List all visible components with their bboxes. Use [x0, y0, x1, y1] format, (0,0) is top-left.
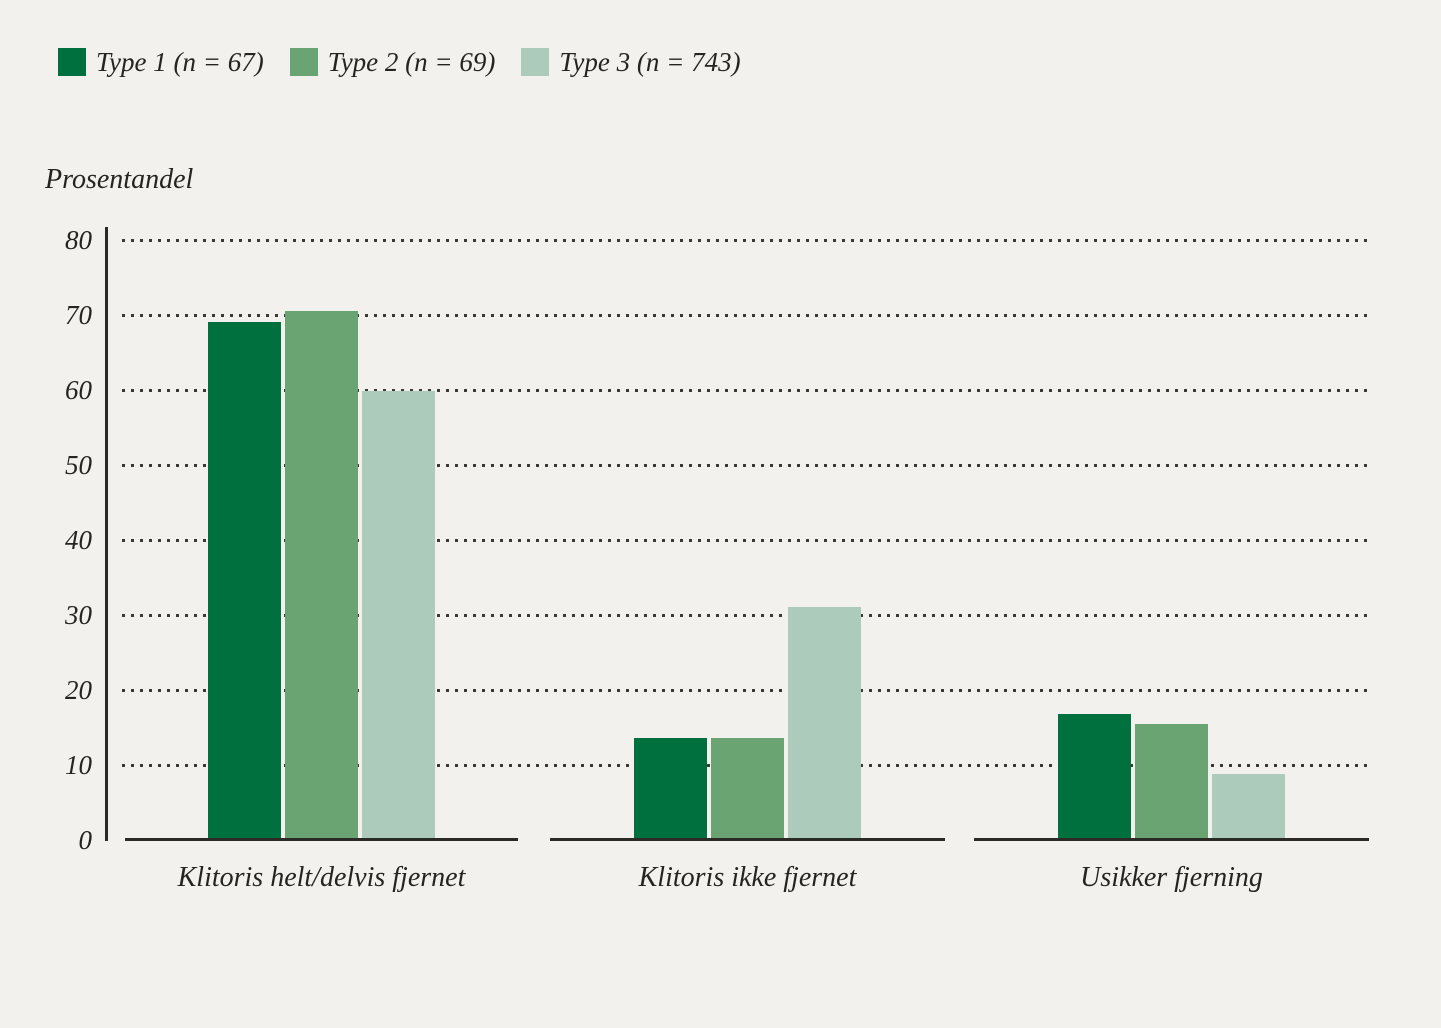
category-label-1: Klitoris helt/delvis fjernet: [177, 862, 466, 893]
x-axis-baseline-group-2: [550, 838, 945, 841]
legend-item-type-3: Type 3 (n = 743): [521, 46, 741, 78]
y-tick-label: 30: [65, 600, 92, 630]
bar-type-1-group-1: [208, 322, 281, 840]
gridline-80: [122, 239, 1372, 242]
y-axis-title: Prosentandel: [45, 164, 194, 195]
y-tick-label: 20: [65, 675, 92, 705]
x-axis-baseline-group-3: [974, 838, 1369, 841]
bar-type-3-group-1: [362, 391, 435, 840]
legend-item-label: Type 3 (n = 743): [559, 46, 741, 77]
legend-swatch-icon: [58, 48, 86, 76]
y-tick-label: 10: [65, 750, 92, 780]
legend-swatch-icon: [521, 48, 550, 76]
gridline-20: [122, 689, 1372, 692]
bar-type-3-group-3: [1212, 774, 1285, 840]
legend-swatch-icon: [289, 48, 318, 76]
bar-type-2-group-2: [711, 738, 784, 840]
y-tick-label: 40: [65, 525, 92, 555]
bar-type-2-group-1: [285, 311, 358, 840]
y-tick-label: 60: [65, 375, 92, 405]
legend-item-label: Type 1 (n = 67): [96, 46, 264, 77]
y-axis-line: [105, 227, 108, 841]
y-tick-label: 0: [78, 825, 93, 855]
gridline-30: [122, 614, 1372, 617]
bar-type-3-group-2: [788, 607, 861, 840]
legend-item-label: Type 2 (n = 69): [327, 46, 496, 77]
gridline-70: [122, 314, 1372, 317]
category-label-3: Usikker fjerning: [1080, 862, 1263, 893]
bar-type-1-group-2: [634, 738, 707, 840]
bar-type-1-group-3: [1058, 714, 1131, 840]
gridline-40: [122, 539, 1372, 542]
y-tick-label: 70: [65, 300, 92, 330]
bar-type-2-group-3: [1135, 724, 1208, 840]
gridline-50: [122, 464, 1372, 467]
category-label-2: Klitoris ikke fjernet: [638, 862, 857, 893]
legend-item-type-1: Type 1 (n = 67): [58, 47, 264, 78]
y-tick-label: 50: [65, 450, 92, 480]
legend: Type 1 (n = 67) Type 2 (n = 69) Type 3 (n …: [58, 44, 741, 80]
x-axis-baseline-group-1: [125, 838, 518, 841]
legend-item-type-2: Type 2 (n = 69): [289, 46, 496, 78]
y-tick-label: 80: [65, 225, 92, 255]
gridline-60: [122, 389, 1372, 392]
